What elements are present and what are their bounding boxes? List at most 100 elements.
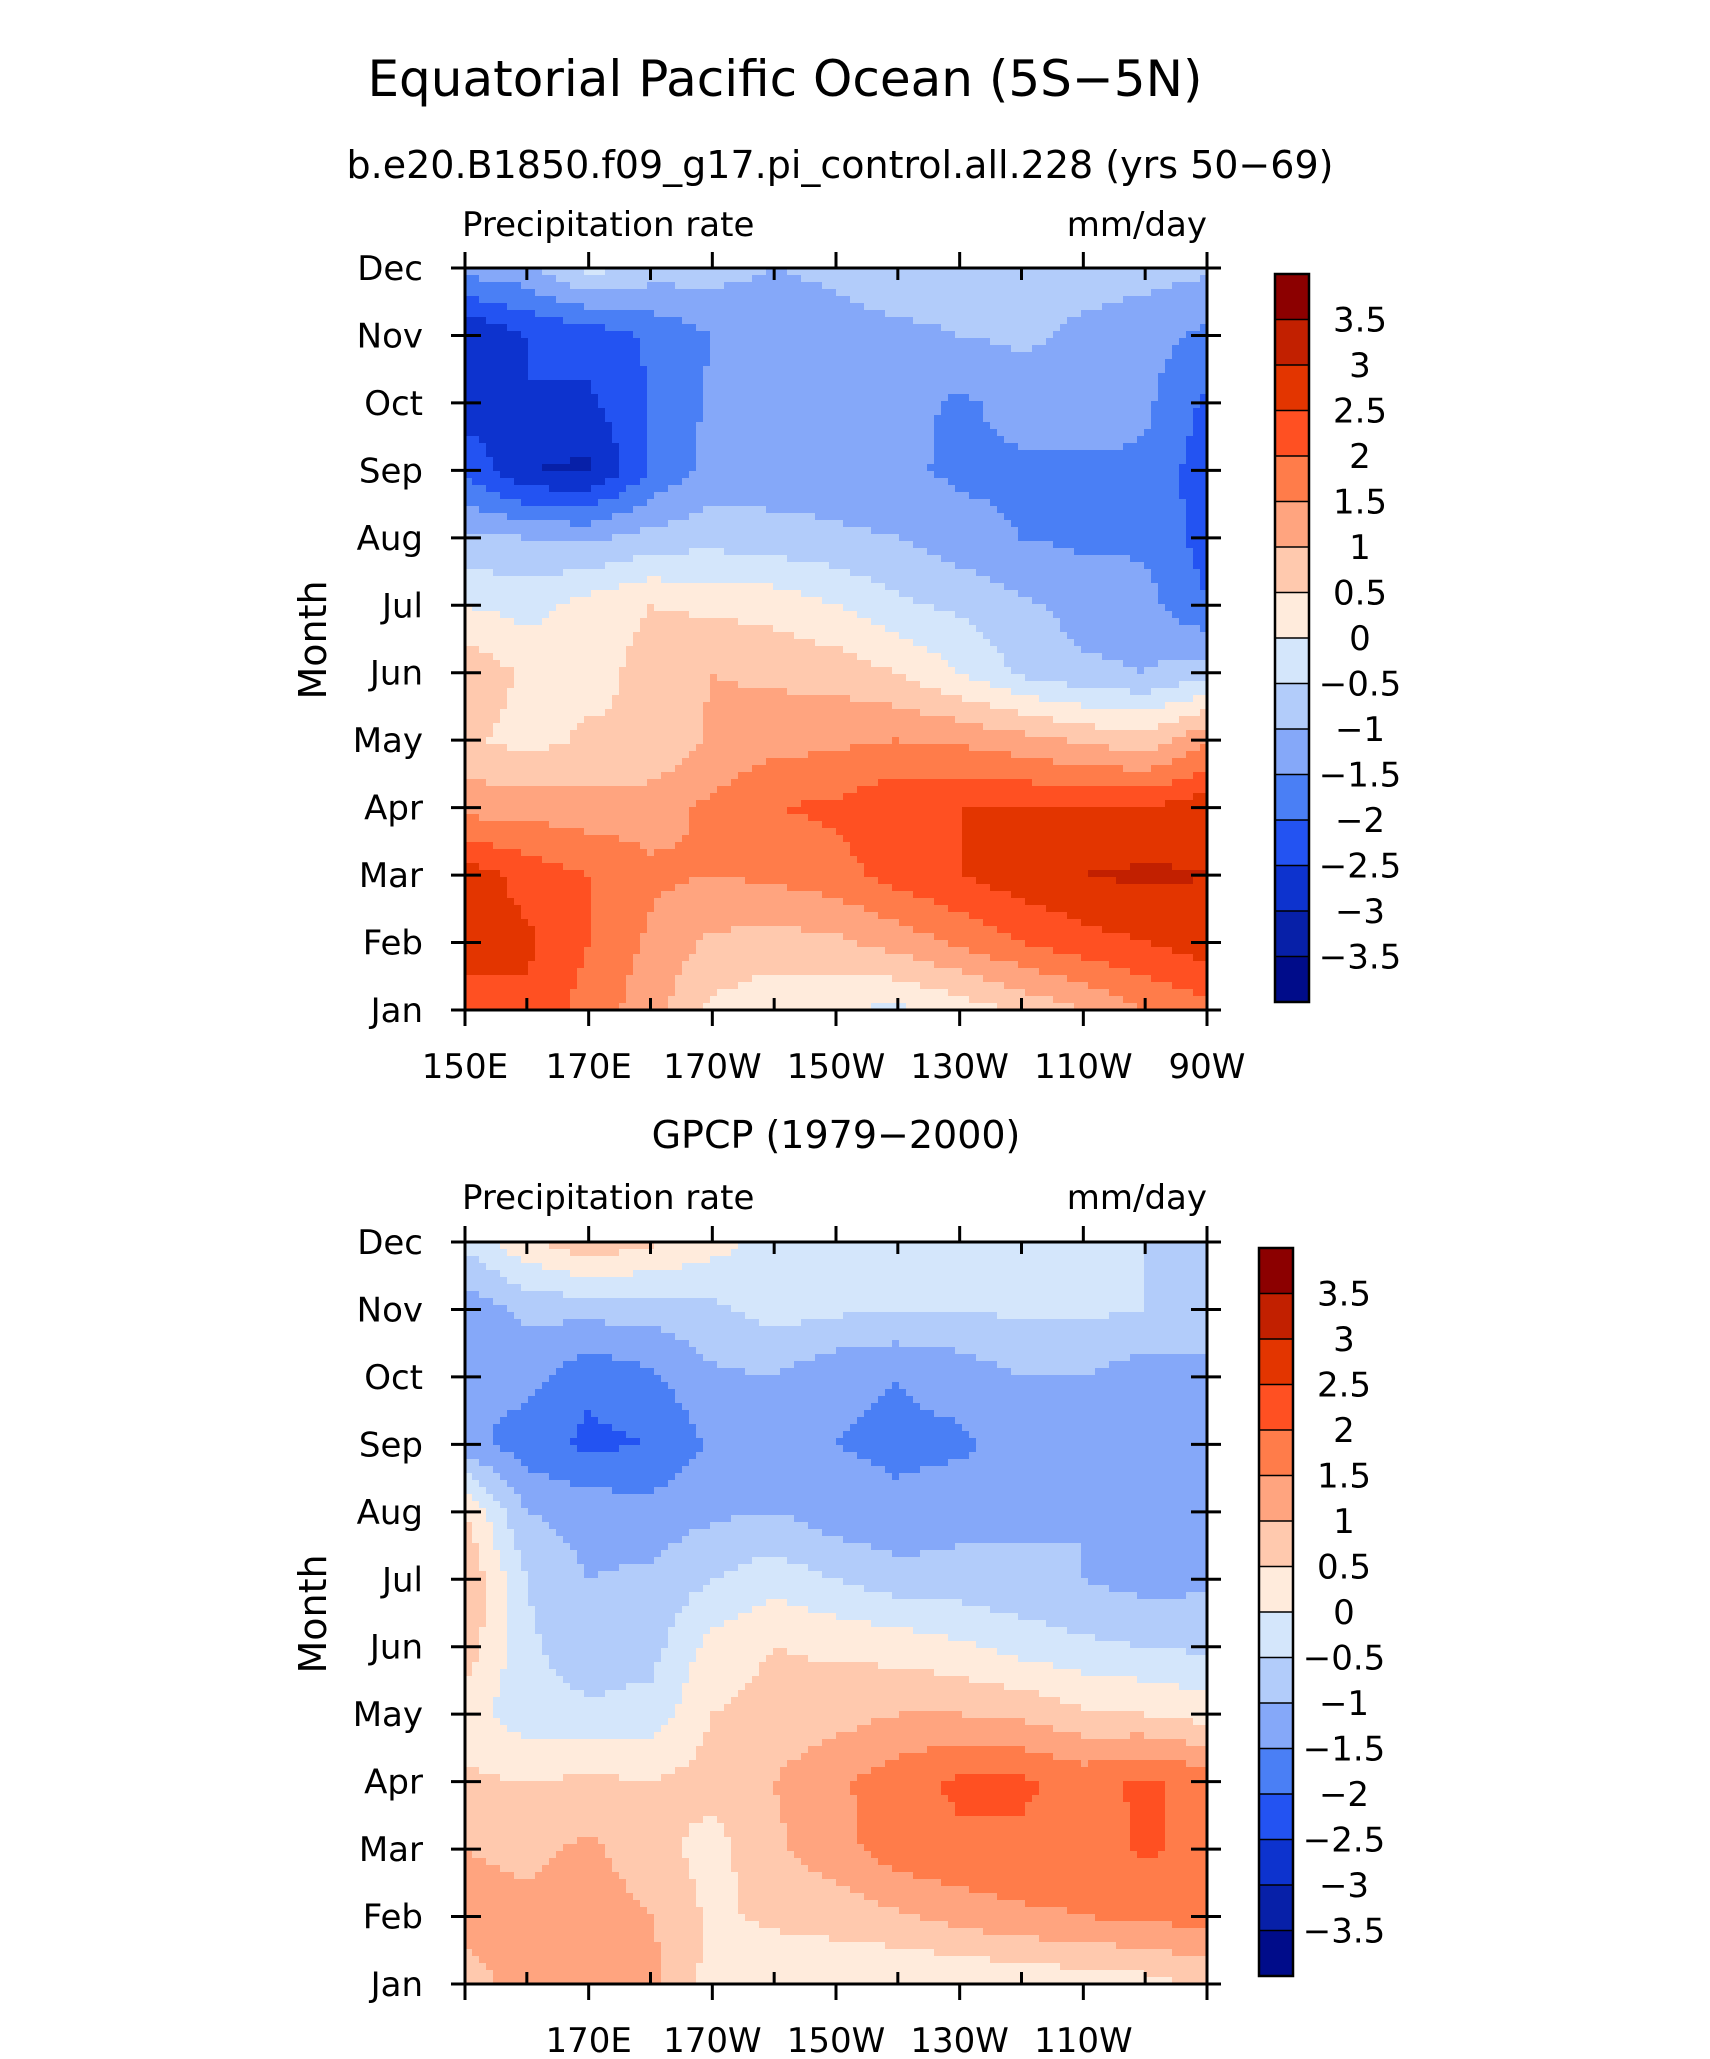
panel-model-contour-cell (1060, 562, 1068, 570)
panel-model-contour-cell (808, 415, 816, 423)
panel-model-contour-cell (584, 527, 592, 535)
panel-model-contour-cell (689, 436, 697, 444)
panel-model-contour-cell (1158, 520, 1166, 528)
panel-model-contour-cell (1039, 331, 1047, 339)
panel-model-contour-cell (626, 443, 634, 451)
panel-model-contour-cell (976, 387, 984, 395)
panel-model-contour-cell (1102, 464, 1110, 472)
panel-model-contour-cell (990, 359, 998, 367)
panel-model-contour-cell (801, 471, 809, 479)
panel-model-contour-cell (724, 429, 732, 437)
panel-model-contour-cell (752, 394, 760, 402)
panel-model-contour-cell (598, 380, 606, 388)
panel-model-contour-cell (766, 352, 774, 360)
panel-model-contour-cell (724, 352, 732, 360)
panel-model-contour-cell (1144, 492, 1152, 500)
panel-model-contour-cell (703, 548, 711, 556)
panel-model-contour-cell (1095, 590, 1103, 598)
panel-model-contour-cell (668, 415, 676, 423)
panel-model-contour-cell (927, 331, 935, 339)
panel-model-contour-cell (766, 317, 774, 325)
panel-model-contour-cell (696, 520, 704, 528)
panel-model-contour-cell (913, 576, 921, 584)
panel-model-contour-cell (1067, 310, 1075, 318)
panel-model-contour-cell (654, 268, 662, 276)
panel-model-contour-cell (1137, 394, 1145, 402)
panel-model-contour-cell (1151, 422, 1159, 430)
panel-model-contour-cell (850, 296, 858, 304)
panel-model-contour-cell (1116, 345, 1124, 353)
panel-model-contour-cell (1109, 338, 1117, 346)
panel-model-contour-cell (1095, 373, 1103, 381)
panel-model-contour-cell (1102, 471, 1110, 479)
panel-model-contour-cell (682, 387, 690, 395)
panel-model-contour-cell (1193, 380, 1201, 388)
panel-model-contour-cell (843, 499, 851, 507)
panel-model-contour-cell (990, 429, 998, 437)
panel-model-contour-cell (479, 408, 487, 416)
panel-model-contour-cell (1179, 576, 1187, 584)
panel-model-contour-cell (647, 324, 655, 332)
panel-model-contour-cell (913, 366, 921, 374)
panel-model-contour-cell (787, 513, 795, 521)
panel-model-contour-cell (598, 541, 606, 549)
panel-model-contour-cell (976, 352, 984, 360)
panel-model-contour-cell (605, 303, 613, 311)
panel-model: b.e20.B1850.f09_g17.pi_control.all.228 (… (291, 143, 1333, 1087)
panel-model-contour-cell (591, 352, 599, 360)
panel-model-contour-cell (1025, 450, 1033, 458)
panel-model-contour-cell (549, 366, 557, 374)
panel-model-contour-cell (955, 289, 963, 297)
panel-model-contour-cell (962, 569, 970, 577)
panel-model-contour-cell (626, 583, 634, 591)
panel-model-contour-cell (1151, 485, 1159, 493)
panel-model-contour-cell (899, 506, 907, 514)
panel-model-contour-cell (738, 527, 746, 535)
panel-model-contour-cell (521, 310, 529, 318)
panel-model-contour-cell (724, 387, 732, 395)
panel-model-contour-cell (969, 534, 977, 542)
panel-model-contour-cell (619, 506, 627, 514)
panel-model-contour-cell (927, 373, 935, 381)
panel-model-contour-cell (843, 590, 851, 598)
panel-model-contour-cell (787, 275, 795, 283)
panel-model-contour-cell (773, 338, 781, 346)
panel-model-contour-cell (1179, 331, 1187, 339)
panel-model-contour-cell (1004, 289, 1012, 297)
panel-model-contour-cell (1060, 485, 1068, 493)
panel-model-contour-cell (668, 457, 676, 465)
panel-model-contour-cell (717, 310, 725, 318)
panel-model-contour-cell (472, 443, 480, 451)
panel-model-contour-cell (1067, 541, 1075, 549)
panel-model-contour-cell (885, 317, 893, 325)
panel-model-contour-cell (1116, 408, 1124, 416)
panel-model-contour-cell (486, 422, 494, 430)
panel-model-contour-cell (465, 401, 473, 409)
panel-model-contour-cell (1074, 296, 1082, 304)
panel-model-contour-cell (941, 583, 949, 591)
panel-model-contour-cell (871, 422, 879, 430)
panel-model-contour-cell (997, 345, 1005, 353)
panel-model-contour-cell (570, 541, 578, 549)
panel-model-contour-cell (871, 499, 879, 507)
panel-model-contour-cell (955, 422, 963, 430)
panel-model-contour-cell (787, 352, 795, 360)
panel-model-contour-cell (927, 275, 935, 283)
panel-model-contour-cell (507, 562, 515, 570)
panel-model-contour-cell (640, 548, 648, 556)
panel-model-contour-cell (668, 443, 676, 451)
panel-model-contour-cell (612, 527, 620, 535)
panel-model-left-label: Precipitation rate (462, 205, 754, 245)
panel-model-contour-cell (703, 352, 711, 360)
panel-model-contour-cell (1018, 331, 1026, 339)
panel-model-contour-cell (1193, 499, 1201, 507)
panel-model-contour-cell (1088, 506, 1096, 514)
panel-model-contour-cell (633, 443, 641, 451)
panel-model-contour-cell (1151, 352, 1159, 360)
panel-model-contour-cell (962, 576, 970, 584)
panel-model-contour-cell (703, 520, 711, 528)
panel-model-contour-cell (1067, 492, 1075, 500)
panel-model-contour-cell (850, 338, 858, 346)
panel-model-contour-cell (801, 345, 809, 353)
panel-model-contour-cell (913, 506, 921, 514)
